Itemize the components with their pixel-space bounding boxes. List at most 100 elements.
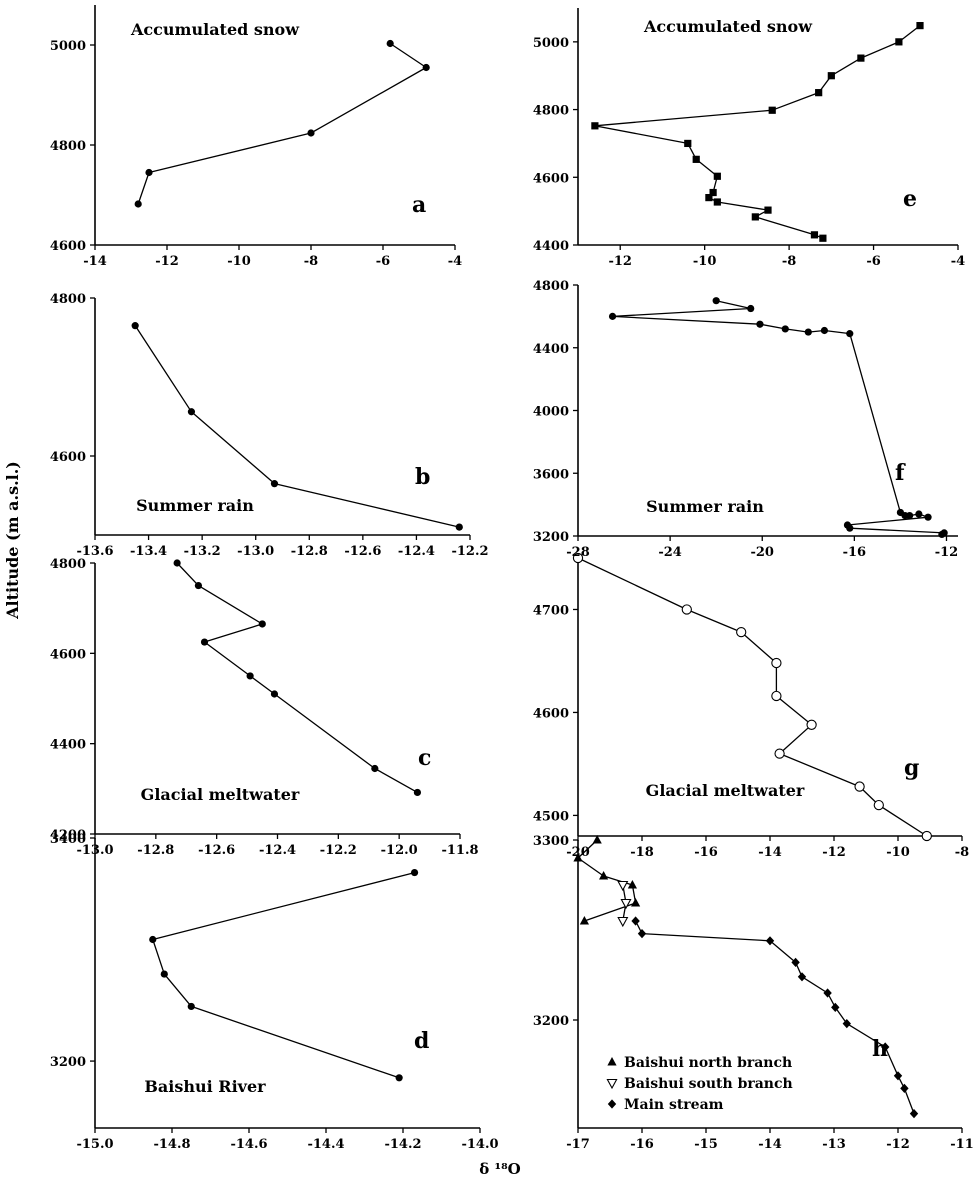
panel-h-point: [637, 929, 647, 939]
panel-g-letter: g: [904, 755, 919, 781]
panel-e-series-0-line: [594, 25, 921, 239]
panel-e-point: [705, 194, 713, 202]
panel-f-point: [820, 326, 829, 335]
panel-f-point: [804, 328, 812, 336]
panel-f-point: [846, 524, 854, 532]
panel-b-point: [270, 480, 279, 488]
panel-f-point: [846, 330, 854, 338]
panel-b-x-tick-label: -13.4: [130, 544, 167, 559]
panel-d-x-tick-label: -14.6: [230, 1137, 267, 1152]
panel-b-y-tick-label: 4600: [50, 450, 86, 465]
panel-b-x-tick-label: -12.8: [291, 544, 328, 559]
panel-a-x-tick-label: -4: [448, 254, 462, 269]
panel-h-legend-marker: [607, 1057, 617, 1066]
panel-e-series: [591, 22, 924, 242]
panel-g-series-0-line: [577, 557, 928, 837]
panel-h-point: [900, 1083, 909, 1093]
panel-f-point: [938, 530, 946, 539]
panel-c-x-tick-label: -13.0: [76, 843, 113, 858]
panel-h-point: [617, 916, 629, 928]
panel-f-point: [906, 512, 914, 520]
panel-e-point: [751, 213, 759, 221]
panel-c-y-tick-label: 4200: [50, 828, 86, 843]
panel-c-x-tick-label: -12.6: [198, 843, 235, 858]
panel-b-x-tick-label: -12.2: [451, 544, 488, 559]
panel-e-point: [591, 122, 599, 130]
panel-c-y-tick-label: 4400: [50, 738, 86, 753]
panel-g-x-tick-label: -20: [566, 845, 590, 860]
panel-h-y-tick-label: 3300: [533, 834, 569, 849]
panel-d-series: [149, 868, 419, 1082]
panel-f-y-tick-label: 4800: [533, 279, 569, 294]
panel-e-point: [895, 38, 903, 46]
panel-g-y-tick-label: 4600: [533, 706, 569, 721]
panel-d-x-tick-label: -14.2: [384, 1137, 421, 1152]
panel-g-x-tick-label: -8: [955, 845, 969, 860]
panel-e-axes: [573, 8, 959, 250]
panel-g-point: [771, 657, 782, 669]
panel-c-x-tick-label: -12.4: [259, 843, 296, 858]
panel-d-point: [187, 1002, 195, 1011]
panel-e-point: [709, 188, 717, 197]
panel-h-point: [599, 871, 609, 880]
panel-a-y-tick-label: 5000: [50, 39, 86, 54]
panel-h-point: [592, 835, 602, 844]
panel-c-letter: c: [418, 745, 431, 771]
panel-a-point: [307, 129, 315, 137]
panel-c-point: [270, 690, 279, 698]
panel-h-legend-entry: Main stream: [624, 1097, 724, 1113]
panel-h-x-tick-label: -14: [758, 1137, 782, 1152]
panel-a-point: [386, 39, 394, 48]
panel-f-axes: [573, 284, 958, 541]
panel-a-x-tick-label: -12: [155, 254, 179, 269]
panel-b-x-tick-label: -13.2: [184, 544, 221, 559]
panel-d-point: [149, 935, 157, 944]
panel-h-point: [617, 880, 629, 892]
panel-g-point: [806, 719, 817, 730]
panel-e-x-tick-label: -8: [782, 254, 796, 269]
panel-d-point: [160, 970, 168, 978]
panel-f-point: [747, 304, 755, 313]
panel-g-point: [921, 830, 932, 842]
panel-c-y-tick-label: 4800: [50, 557, 86, 572]
panel-d-title: Baishui River: [144, 1077, 266, 1096]
panel-e-point: [819, 234, 827, 242]
panel-f-x-tick-label: -20: [750, 545, 774, 560]
panel-d-series-0-line: [152, 871, 415, 1079]
panel-e-y-tick-label: 4400: [533, 239, 569, 254]
panel-b-x-tick-label: -12.4: [398, 544, 435, 559]
panel-a-y-tick-label: 4800: [50, 139, 86, 154]
panel-d-x-tick-label: -15.0: [76, 1137, 113, 1152]
panel-h-x-tick-label: -11: [950, 1137, 974, 1152]
panel-c-series-0-line: [176, 562, 418, 793]
panel-h-point: [881, 1042, 890, 1052]
panel-c-axes: [90, 562, 461, 839]
panel-c-title: Glacial meltwater: [141, 785, 300, 804]
panel-a-point: [145, 168, 153, 177]
panel-h-x-tick-label: -17: [566, 1137, 590, 1152]
panel-h-legend-entry: Baishui north branch: [624, 1055, 792, 1071]
panel-a-x-tick-label: -10: [227, 254, 251, 269]
panel-f-y-tick-label: 4000: [533, 405, 569, 420]
axes-layer: [90, 5, 963, 1133]
panel-e-x-tick-label: -10: [693, 254, 717, 269]
panel-f-point: [608, 312, 617, 320]
panel-e-point: [815, 89, 823, 97]
panel-c-point: [173, 559, 181, 567]
panel-h-point: [797, 972, 807, 982]
panel-g-x-tick-label: -10: [886, 845, 910, 860]
panel-e-point: [768, 106, 776, 114]
panel-b-series-0-line: [134, 325, 460, 528]
panel-c-point: [413, 788, 422, 797]
panel-c-point: [258, 620, 266, 628]
panel-b-x-tick-label: -13.6: [76, 544, 113, 559]
panel-d-x-tick-label: -14.0: [461, 1137, 498, 1152]
panel-a-point: [422, 63, 430, 72]
panel-c-x-tick-label: -12.0: [381, 843, 418, 858]
panel-d-axes: [90, 837, 481, 1133]
panel-g-point: [572, 552, 584, 564]
panel-e-point: [916, 22, 924, 30]
panel-g-x-tick-label: -14: [758, 845, 782, 860]
panel-h-x-tick-label: -16: [630, 1137, 654, 1152]
